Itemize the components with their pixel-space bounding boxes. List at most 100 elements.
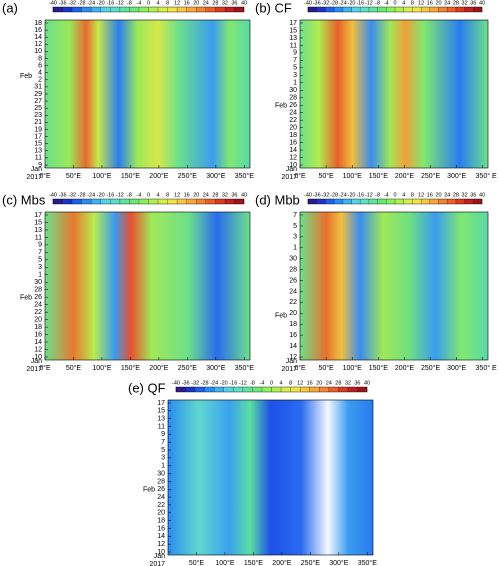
colorbar-frame xyxy=(307,198,483,205)
colorbar-label: -24 xyxy=(87,0,95,6)
panel-label: (e) QF xyxy=(128,380,166,395)
colorbar-label: 16 xyxy=(427,0,433,6)
colorbar-label: 40 xyxy=(241,0,247,6)
colorbar-segment xyxy=(447,199,456,204)
y-tick-label: 1 xyxy=(293,80,297,87)
colorbar-label: -8 xyxy=(127,0,132,6)
y-tick-label: 13 xyxy=(289,35,297,42)
x-tick-label: 150°E xyxy=(121,364,140,372)
colorbar-label: -16 xyxy=(229,380,237,386)
colorbar-segment xyxy=(53,7,63,12)
y-tick-label: 30 xyxy=(34,279,42,286)
y-tick-label: 24 xyxy=(289,288,297,295)
colorbar-label: -36 xyxy=(182,380,190,386)
month-label: Feb xyxy=(275,312,287,319)
y-tick-label: 29 xyxy=(34,91,42,98)
colorbar-segment xyxy=(342,199,352,204)
colorbar-segment xyxy=(204,387,215,392)
colorbar-label: -12 xyxy=(239,380,247,386)
heatmap-field xyxy=(299,19,489,169)
colorbar-label: 24 xyxy=(203,192,209,198)
y-tick-label: 3 xyxy=(293,72,297,79)
colorbar-label: -32 xyxy=(68,0,76,6)
colorbar-segment xyxy=(215,7,225,12)
colorbar-label: -16 xyxy=(356,192,364,198)
y-tick-label: 17 xyxy=(34,133,42,140)
x-tick-label: 0°E xyxy=(294,364,306,372)
y-tick-label: 20 xyxy=(289,310,297,317)
colorbar-label: -28 xyxy=(78,0,86,6)
colorbar-label: -32 xyxy=(68,192,76,198)
colorbar-label: -28 xyxy=(201,380,209,386)
colorbar-segment xyxy=(138,199,149,204)
colorbar-segment xyxy=(138,7,149,12)
y-tick-label: 12 xyxy=(289,354,297,361)
y-tick-label: 15 xyxy=(289,27,297,34)
month-label: Feb xyxy=(20,295,32,302)
y-tick-label: 18 xyxy=(34,324,42,331)
colorbar-segment xyxy=(176,387,186,392)
x-tick-label: 50°E xyxy=(66,172,82,180)
colorbar-segment xyxy=(334,7,343,12)
y-tick-label: 19 xyxy=(34,126,42,133)
x-tick-label: 350°E xyxy=(235,364,254,372)
colorbar-segment xyxy=(438,7,448,12)
y-tick-label: 24 xyxy=(157,494,165,501)
colorbar-label: -20 xyxy=(97,0,105,6)
colorbar-segment xyxy=(224,199,235,204)
colorbar-label: -12 xyxy=(365,192,373,198)
y-tick-label: 9 xyxy=(38,162,42,169)
colorbar-segment xyxy=(53,199,63,204)
y-tick-label: 16 xyxy=(289,332,297,339)
colorbar-segment xyxy=(429,199,439,204)
colorbar-segment xyxy=(62,199,73,204)
x-tick-label: 200°E xyxy=(395,364,414,372)
colorbar-segment xyxy=(412,199,422,204)
colorbar-segment xyxy=(185,387,196,392)
colorbar-segment xyxy=(158,199,168,204)
colorbar-label: 20 xyxy=(435,192,441,198)
colorbar-segment xyxy=(377,7,387,12)
colorbar-label: 40 xyxy=(479,192,485,198)
y-tick-label: 28 xyxy=(34,287,42,294)
y-tick-label: 12 xyxy=(34,41,42,48)
colorbar-label: -16 xyxy=(106,192,114,198)
y-tick-label: 26 xyxy=(157,486,165,493)
y-tick-label: 22 xyxy=(34,309,42,316)
month-label: Jan xyxy=(286,166,297,173)
x-tick-label: 100°E xyxy=(343,172,362,180)
colorbar-segment xyxy=(421,7,430,12)
colorbar-label: 36 xyxy=(231,192,237,198)
colorbar-segment xyxy=(72,7,82,12)
colorbar-label: -12 xyxy=(365,0,373,6)
colorbar-label: 24 xyxy=(203,0,209,6)
heatmap-field xyxy=(299,211,489,361)
y-tick-label: 16 xyxy=(289,139,297,146)
y-tick-label: 16 xyxy=(34,27,42,34)
y-tick-label: 30 xyxy=(289,256,297,263)
colorbar-label: 0 xyxy=(270,380,273,386)
colorbar-segment xyxy=(360,7,369,12)
colorbar-segment xyxy=(129,7,139,12)
x-tick-label: 350° xyxy=(476,364,491,372)
colorbar-label: -4 xyxy=(137,192,142,198)
x-tick-label: 250°E xyxy=(421,364,440,372)
colorbar-label: 12 xyxy=(174,192,180,198)
colorbar-segment xyxy=(473,199,482,204)
colorbar-segment xyxy=(395,7,404,12)
y-tick-label: 25 xyxy=(34,105,42,112)
colorbar-label: 24 xyxy=(444,192,450,198)
y-tick-label: 7 xyxy=(161,439,165,446)
colorbar-label: 8 xyxy=(166,192,169,198)
y-tick-label: 28 xyxy=(289,95,297,102)
colorbar-segment xyxy=(242,387,253,392)
y-tick-label: 15 xyxy=(157,408,165,415)
colorbar-label: 32 xyxy=(462,192,468,198)
colorbar-label: 8 xyxy=(411,0,414,6)
y-tick-label: 5 xyxy=(293,65,297,72)
colorbar-label: -12 xyxy=(116,0,124,6)
colorbar-label: 28 xyxy=(335,380,341,386)
colorbar-segment xyxy=(271,387,282,392)
colorbar-label: 28 xyxy=(453,192,459,198)
heatmap-field xyxy=(44,19,251,169)
